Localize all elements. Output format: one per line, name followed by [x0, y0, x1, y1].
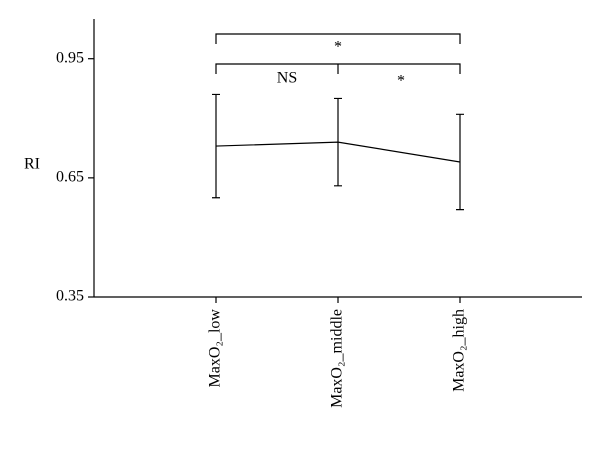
annotation: NS	[277, 70, 297, 87]
y-tick-label: 0.65	[56, 169, 84, 186]
x-tick-label: MaxO₂_high	[451, 309, 468, 392]
y-tick-label: 0.35	[56, 288, 84, 305]
annotation: *	[334, 39, 342, 56]
error-bar	[334, 97, 342, 187]
x-tick-label: MaxO₂_low	[207, 309, 224, 388]
y-tick-label: 0.95	[56, 49, 84, 66]
annotation: *	[397, 73, 405, 90]
bracket	[215, 33, 461, 44]
error-bar	[456, 113, 464, 211]
x-tick-label: MaxO₂_middle	[329, 309, 346, 408]
y-axis-label: RI	[24, 156, 40, 173]
bracket	[215, 63, 461, 74]
error-bar	[212, 93, 220, 199]
